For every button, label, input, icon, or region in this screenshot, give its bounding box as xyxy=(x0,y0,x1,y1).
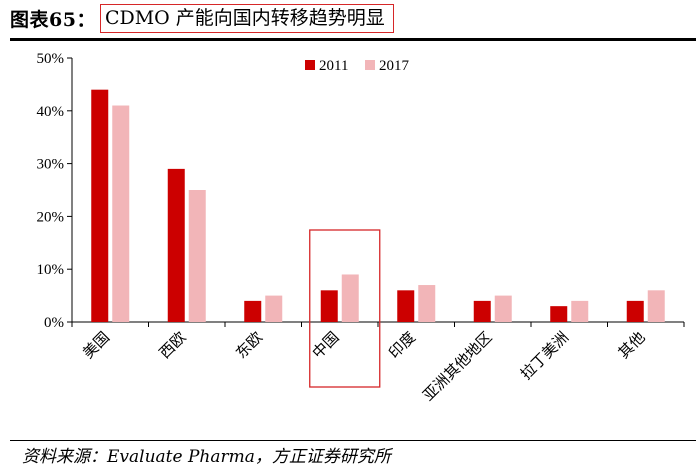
legend-label: 2017 xyxy=(379,58,410,74)
bar-2011-4 xyxy=(397,290,415,322)
y-tick-label: 0% xyxy=(44,315,64,331)
bar-2017-7 xyxy=(647,290,665,322)
x-tick-label: 亚洲其他地区 xyxy=(420,329,496,405)
y-tick-label: 30% xyxy=(37,157,65,173)
bar-2011-3 xyxy=(320,290,338,322)
x-tick-label: 东欧 xyxy=(233,329,266,362)
bar-2011-5 xyxy=(473,300,491,322)
y-tick-label: 50% xyxy=(37,51,65,67)
figure-label: 图表65： xyxy=(10,8,96,31)
source-note: 资料来源：Evaluate Pharma，方正证券研究所 xyxy=(22,447,391,467)
x-tick-label: 美国 xyxy=(80,329,113,362)
bar-2017-2 xyxy=(265,295,283,322)
y-tick-label: 40% xyxy=(37,104,65,120)
x-tick-label: 中国 xyxy=(309,329,342,362)
bar-2011-6 xyxy=(550,306,568,322)
x-tick-label: 西欧 xyxy=(156,329,189,362)
legend-label: 2011 xyxy=(319,58,348,74)
bar-2017-3 xyxy=(341,274,359,322)
bottom-rule xyxy=(10,440,696,441)
legend-swatch-2017 xyxy=(365,60,375,70)
x-tick-label: 印度 xyxy=(386,329,419,362)
bar-2011-2 xyxy=(244,300,262,322)
x-tick-label: 拉丁美洲 xyxy=(518,329,572,383)
legend-swatch-2011 xyxy=(305,60,315,70)
bar-2011-0 xyxy=(91,89,109,323)
bar-2017-6 xyxy=(571,300,589,322)
bar-2011-7 xyxy=(626,300,644,322)
bar-2017-1 xyxy=(188,190,206,322)
bar-2017-4 xyxy=(418,285,436,322)
bar-2017-5 xyxy=(494,295,512,322)
top-rule xyxy=(10,38,696,41)
y-tick-label: 20% xyxy=(37,209,65,225)
bar-2017-0 xyxy=(112,105,130,323)
x-tick-label: 其他 xyxy=(615,329,648,362)
figure-title: CDMO 产能向国内转移趋势明显 xyxy=(99,3,394,33)
figure-header: 图表65： CDMO 产能向国内转移趋势明显 xyxy=(0,0,700,36)
bar-chart: 0% 10% 20% 30% 40% 50% 美国 西欧 东欧 中国 印度 亚洲其他地区 拉丁美洲 其他 2… xyxy=(37,51,685,405)
y-tick-label: 10% xyxy=(37,262,65,278)
bar-2011-1 xyxy=(167,168,185,322)
highlight-box xyxy=(309,229,381,388)
